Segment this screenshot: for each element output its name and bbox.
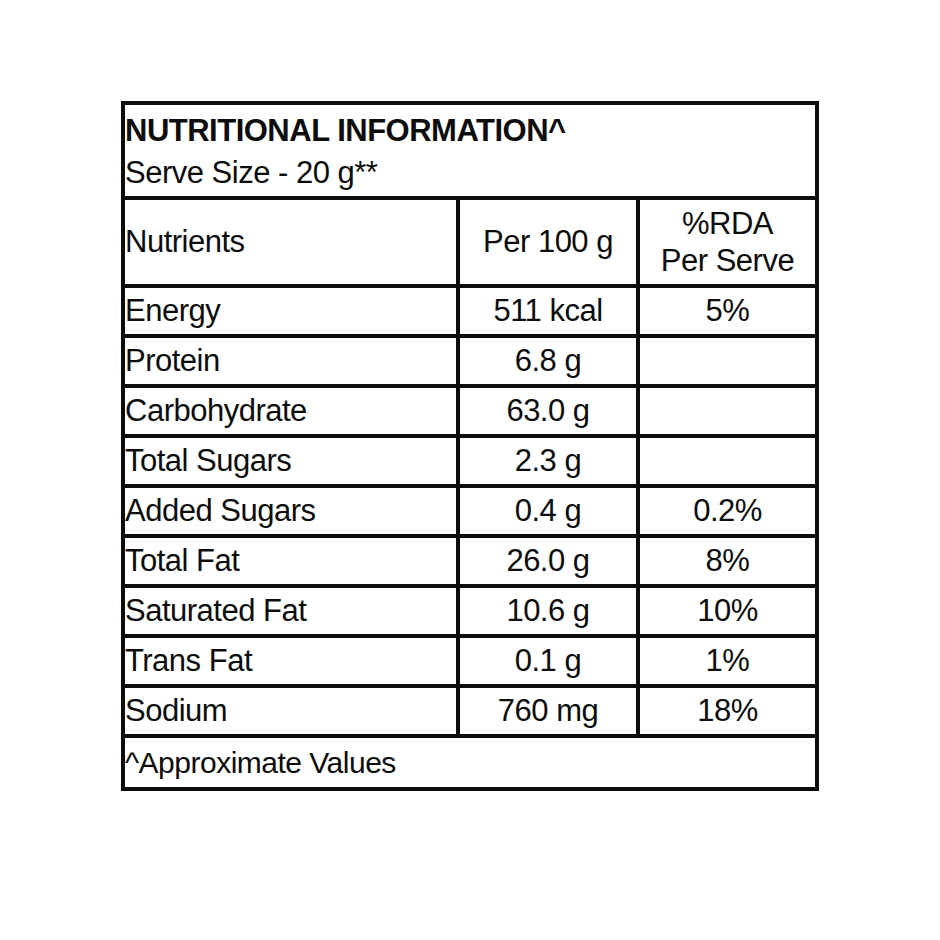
footer-row: ^Approximate Values [123,736,817,789]
col-header-rda-per-serve: %RDA Per Serve [638,198,817,286]
table-row-trans-fat: Trans Fat 0.1 g 1% [123,636,817,686]
rda-value [638,386,817,436]
nutrient-label: Total Fat [123,536,458,586]
nutrient-label: Sodium [123,686,458,736]
rda-value: 8% [638,536,817,586]
footer-note: ^Approximate Values [123,736,817,789]
nutrition-label-page: NUTRITIONAL INFORMATION^ Serve Size - 20… [0,0,940,940]
table-row-carbohydrate: Carbohydrate 63.0 g [123,386,817,436]
nutrient-label: Carbohydrate [123,386,458,436]
per-100g-value: 10.6 g [458,586,638,636]
rda-value: 5% [638,286,817,336]
nutrition-table: NUTRITIONAL INFORMATION^ Serve Size - 20… [121,101,819,791]
table-row-saturated-fat: Saturated Fat 10.6 g 10% [123,586,817,636]
rda-value: 18% [638,686,817,736]
per-100g-value: 0.4 g [458,486,638,536]
title-row: NUTRITIONAL INFORMATION^ Serve Size - 20… [123,103,817,198]
col-header-nutrients: Nutrients [123,198,458,286]
rda-value [638,336,817,386]
rda-value: 10% [638,586,817,636]
rda-value: 0.2% [638,486,817,536]
col-header-rda-line1: %RDA [640,205,815,242]
nutrient-label: Energy [123,286,458,336]
table-row-energy: Energy 511 kcal 5% [123,286,817,336]
col-header-rda-line2: Per Serve [640,242,815,279]
table-row-total-fat: Total Fat 26.0 g 8% [123,536,817,586]
per-100g-value: 2.3 g [458,436,638,486]
nutrient-label: Protein [123,336,458,386]
nutrient-label: Added Sugars [123,486,458,536]
nutrition-label: NUTRITIONAL INFORMATION^ Serve Size - 20… [121,101,819,791]
per-100g-value: 0.1 g [458,636,638,686]
table-row-total-sugars: Total Sugars 2.3 g [123,436,817,486]
table-row-protein: Protein 6.8 g [123,336,817,386]
table-title: NUTRITIONAL INFORMATION^ [125,109,815,153]
nutrient-label: Trans Fat [123,636,458,686]
table-row-sodium: Sodium 760 mg 18% [123,686,817,736]
column-header-row: Nutrients Per 100 g %RDA Per Serve [123,198,817,286]
per-100g-value: 26.0 g [458,536,638,586]
per-100g-value: 6.8 g [458,336,638,386]
per-100g-value: 760 mg [458,686,638,736]
per-100g-value: 63.0 g [458,386,638,436]
serve-size: Serve Size - 20 g** [125,153,815,193]
rda-value: 1% [638,636,817,686]
nutrient-label: Saturated Fat [123,586,458,636]
per-100g-value: 511 kcal [458,286,638,336]
title-cell: NUTRITIONAL INFORMATION^ Serve Size - 20… [123,103,817,198]
rda-value [638,436,817,486]
nutrient-label: Total Sugars [123,436,458,486]
col-header-per-100g: Per 100 g [458,198,638,286]
table-row-added-sugars: Added Sugars 0.4 g 0.2% [123,486,817,536]
